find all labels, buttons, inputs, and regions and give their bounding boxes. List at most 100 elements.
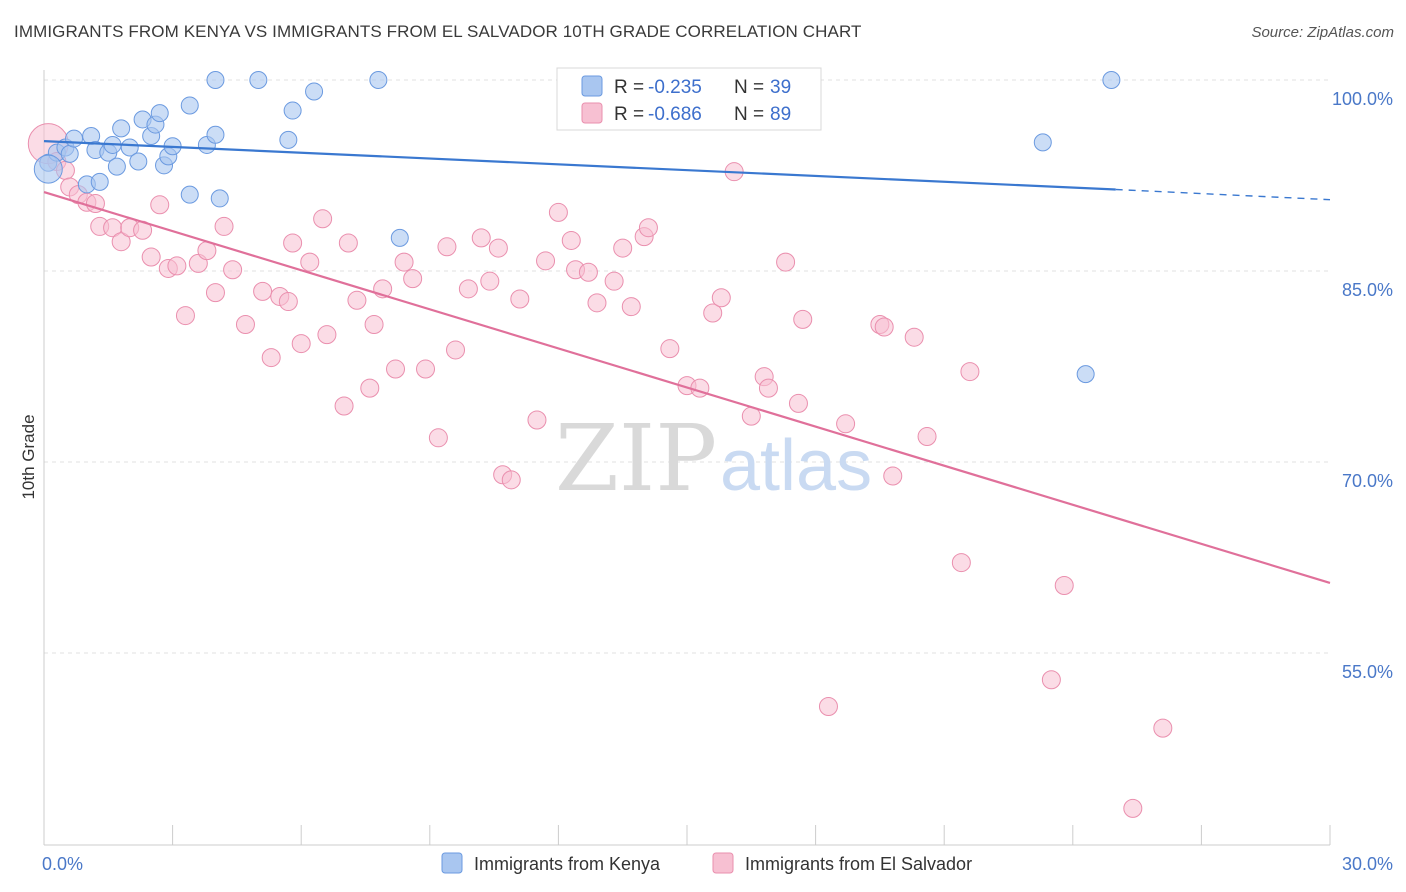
salvador-point — [703, 303, 723, 323]
legend-salvador-n-label: N = — [734, 104, 764, 125]
trend-lines — [43, 140, 1331, 585]
salvador-point — [904, 327, 924, 347]
salvador-point — [758, 378, 778, 398]
salvador-point — [458, 279, 478, 299]
kenya-point — [305, 82, 324, 101]
salvador-point — [536, 251, 556, 271]
salvador-point — [621, 297, 641, 317]
salvador-point — [300, 252, 320, 272]
salvador-point — [360, 378, 380, 398]
chart-title: IMMIGRANTS FROM KENYA VS IMMIGRANTS FROM… — [14, 22, 862, 41]
salvador-point — [660, 339, 680, 359]
salvador-point — [471, 228, 491, 248]
salvador-point — [416, 359, 436, 379]
kenya-point — [129, 152, 148, 171]
salvador-point — [291, 334, 311, 354]
salvador-point — [1041, 670, 1061, 690]
salvador-point — [313, 209, 333, 229]
salvador-point — [960, 362, 980, 382]
salvador-point — [111, 232, 131, 252]
salvador-point — [446, 340, 466, 360]
salvador-point — [1153, 718, 1173, 738]
kenya-point — [1076, 365, 1095, 384]
kenya-point — [279, 130, 298, 149]
salvador-point — [638, 218, 658, 238]
kenya-point — [1102, 71, 1121, 89]
kenya-point — [206, 71, 225, 89]
legend-salvador-n-value: 89 — [770, 104, 791, 125]
legend-kenya-r-label: R = — [614, 77, 644, 98]
legend-salvador-r-value: -0.686 — [648, 104, 702, 125]
salvador-point — [1054, 576, 1074, 596]
salvador-point — [711, 288, 731, 308]
salvador-point — [141, 247, 161, 267]
salvador-point — [334, 396, 354, 416]
y-tick-label-1: 85.0% — [1342, 280, 1393, 300]
y-tick-labels: 100.0% 85.0% 70.0% 55.0% — [1332, 89, 1393, 682]
salvador-point — [788, 393, 808, 413]
salvador-point — [561, 230, 581, 250]
watermark-zip: ZIP — [555, 405, 717, 512]
legend-top: R = -0.235 N = 39 R = -0.686 N = 89 — [556, 67, 822, 131]
legend-swatch-kenya — [581, 75, 603, 97]
y-axis-label: 10th Grade — [19, 414, 38, 499]
salvador-point — [150, 195, 170, 215]
kenya-point — [112, 119, 131, 138]
salvador-point — [480, 271, 500, 291]
y-tick-label-2: 70.0% — [1342, 471, 1393, 491]
kenya-point — [249, 71, 268, 89]
salvador-point — [403, 269, 423, 289]
axes — [43, 70, 1331, 846]
kenya-point — [210, 189, 229, 208]
bottom-legend-swatch-kenya — [441, 852, 463, 874]
salvador-point — [527, 410, 547, 430]
kenya-point — [33, 154, 63, 184]
legend-kenya-n-value: 39 — [770, 77, 791, 98]
salvador-point — [613, 238, 633, 258]
x-tick-labels: 0.0% 30.0% — [42, 854, 1393, 874]
salvador-point — [235, 314, 255, 334]
legend-bottom: Immigrants from Kenya Immigrants from El… — [441, 852, 972, 874]
salvador-point — [488, 238, 508, 258]
kenya-point — [1033, 133, 1052, 152]
salvador-point — [510, 289, 530, 309]
salvador-point — [836, 414, 856, 434]
salvador-trend-line — [43, 191, 1331, 585]
x-tick-label-1: 30.0% — [1342, 854, 1393, 874]
watermark-atlas: atlas — [720, 426, 872, 506]
source-credit: Source: ZipAtlas.com — [1251, 24, 1394, 41]
kenya-point — [180, 185, 199, 204]
kenya-trend-line — [43, 140, 1116, 191]
salvador-point — [386, 359, 406, 379]
salvador-point — [261, 348, 281, 368]
watermark: ZIP atlas — [555, 405, 872, 512]
salvador-point — [278, 292, 298, 312]
bottom-legend-kenya: Immigrants from Kenya — [474, 854, 661, 874]
salvador-point — [283, 233, 303, 253]
salvador-point — [428, 428, 448, 448]
kenya-point — [369, 71, 388, 89]
gridlines — [44, 79, 1330, 654]
salvador-point — [604, 271, 624, 291]
salvador-point — [253, 281, 273, 301]
kenya-point — [206, 125, 225, 144]
salvador-point — [501, 470, 521, 490]
kenya-point — [60, 144, 79, 163]
salvador-point — [175, 306, 195, 326]
kenya-point — [283, 101, 302, 120]
salvador-point — [776, 252, 796, 272]
kenya-point — [120, 138, 139, 157]
salvador-point — [587, 293, 607, 313]
bottom-legend-swatch-salvador — [712, 852, 734, 874]
salvador-point — [793, 309, 813, 329]
kenya-point — [65, 129, 84, 148]
salvador-point — [205, 283, 225, 303]
salvador-point — [347, 290, 367, 310]
x-tick-label-0: 0.0% — [42, 854, 83, 874]
salvador-point — [223, 260, 243, 280]
kenya-point — [107, 157, 126, 176]
salvador-point — [338, 233, 358, 253]
legend-kenya-n-label: N = — [734, 77, 764, 98]
salvador-point — [951, 553, 971, 573]
